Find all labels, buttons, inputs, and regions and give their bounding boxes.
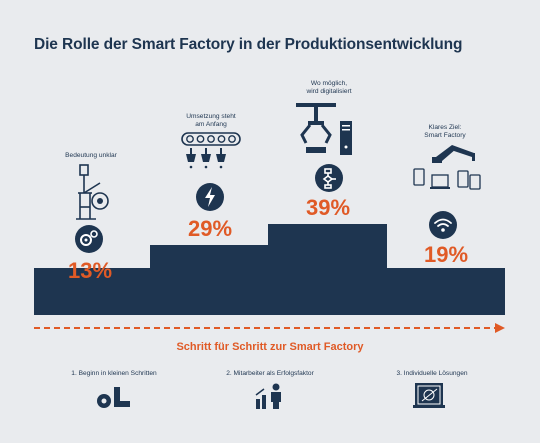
step4-label-line2: Smart Factory xyxy=(424,132,466,139)
step2-label: Umsetzung steht am Anfang xyxy=(166,113,256,129)
staircase-shape xyxy=(34,224,505,315)
step2-label-line1: Umsetzung steht xyxy=(186,113,236,120)
step3-percent: 39% xyxy=(305,195,351,220)
footer-label-1: 1. Beginn in kleinen Schritten xyxy=(71,370,157,377)
progress-arrow xyxy=(34,323,505,333)
page-title: Die Rolle der Smart Factory in der Produ… xyxy=(34,36,463,53)
conveyor-belt-icon xyxy=(181,132,241,169)
step3-label-line1: Wo möglich, xyxy=(310,80,348,87)
robot-arm-icon xyxy=(76,164,109,220)
gears-icon xyxy=(75,225,103,253)
step3-label: Wo möglich, wird digitalisiert xyxy=(284,80,374,96)
step2-percent: 29% xyxy=(187,216,233,241)
connected-devices-icon xyxy=(413,145,481,190)
footer-label-3: 3. Individuelle Lösungen xyxy=(396,370,468,377)
step4-percent: 19% xyxy=(423,242,469,267)
step2-label-line2: am Anfang xyxy=(195,121,227,128)
gripper-computer-icon xyxy=(296,103,352,155)
footer-label-2: 2. Mitarbeiter als Erfolgsfaktor xyxy=(226,370,314,377)
step4-label-line1: Klares Ziel: xyxy=(428,124,462,131)
people-growth-icon xyxy=(255,383,281,409)
step1-percent: 13% xyxy=(67,258,113,283)
wifi-icon xyxy=(429,211,457,239)
step4-label: Klares Ziel: Smart Factory xyxy=(400,124,490,140)
gear-boot-icon xyxy=(97,387,130,408)
arrow-caption: Schritt für Schritt zur Smart Factory xyxy=(176,341,364,353)
flowchart-icon xyxy=(315,164,343,192)
lightning-icon xyxy=(196,183,224,211)
step3-label-line2: wird digitalisiert xyxy=(306,88,352,95)
step1-label: Bedeutung unklar xyxy=(65,152,117,159)
blueprint-icon xyxy=(413,383,445,408)
